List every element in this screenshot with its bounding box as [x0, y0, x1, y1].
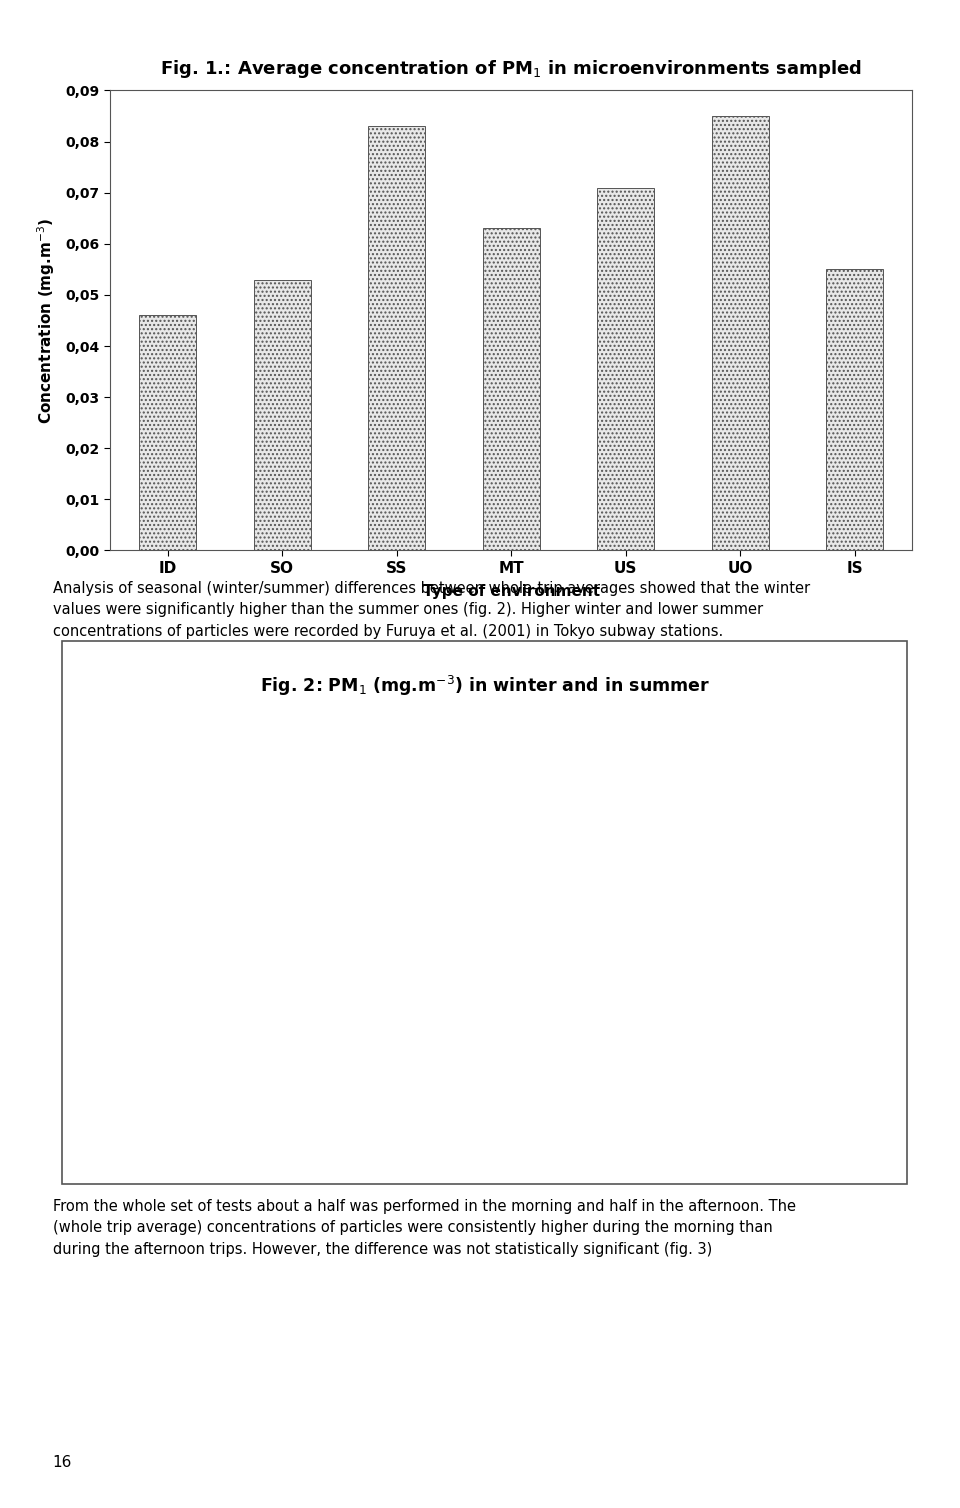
Bar — [827, 270, 883, 550]
Bar — [597, 187, 655, 550]
Title: Fig. 1.: Average concentration of PM$_1$ in microenvironments sampled: Fig. 1.: Average concentration of PM$_1$… — [160, 57, 862, 80]
Bar — [483, 229, 540, 550]
Text: Fig. 2: PM$_1$ (mg.m$^{-3}$) in winter and in summer: Fig. 2: PM$_1$ (mg.m$^{-3}$) in winter a… — [260, 674, 709, 698]
Bar — [253, 279, 311, 550]
Bar — [368, 127, 425, 550]
Bar — [139, 315, 196, 550]
Bar — [711, 116, 769, 550]
Y-axis label: Concentration (mg.m$^{-3}$): Concentration (mg.m$^{-3}$) — [36, 217, 58, 424]
Text: 16: 16 — [53, 1455, 72, 1470]
Text: From the whole set of tests about a half was performed in the morning and half i: From the whole set of tests about a half… — [53, 1199, 796, 1258]
Y-axis label: koncentrace: koncentrace — [113, 884, 128, 979]
PathPatch shape — [264, 838, 374, 1016]
Text: Analysis of seasonal (winter/summer) differences between whole-trip averages sho: Analysis of seasonal (winter/summer) dif… — [53, 581, 810, 639]
X-axis label: Type of environment: Type of environment — [422, 584, 600, 599]
PathPatch shape — [580, 1000, 690, 1059]
